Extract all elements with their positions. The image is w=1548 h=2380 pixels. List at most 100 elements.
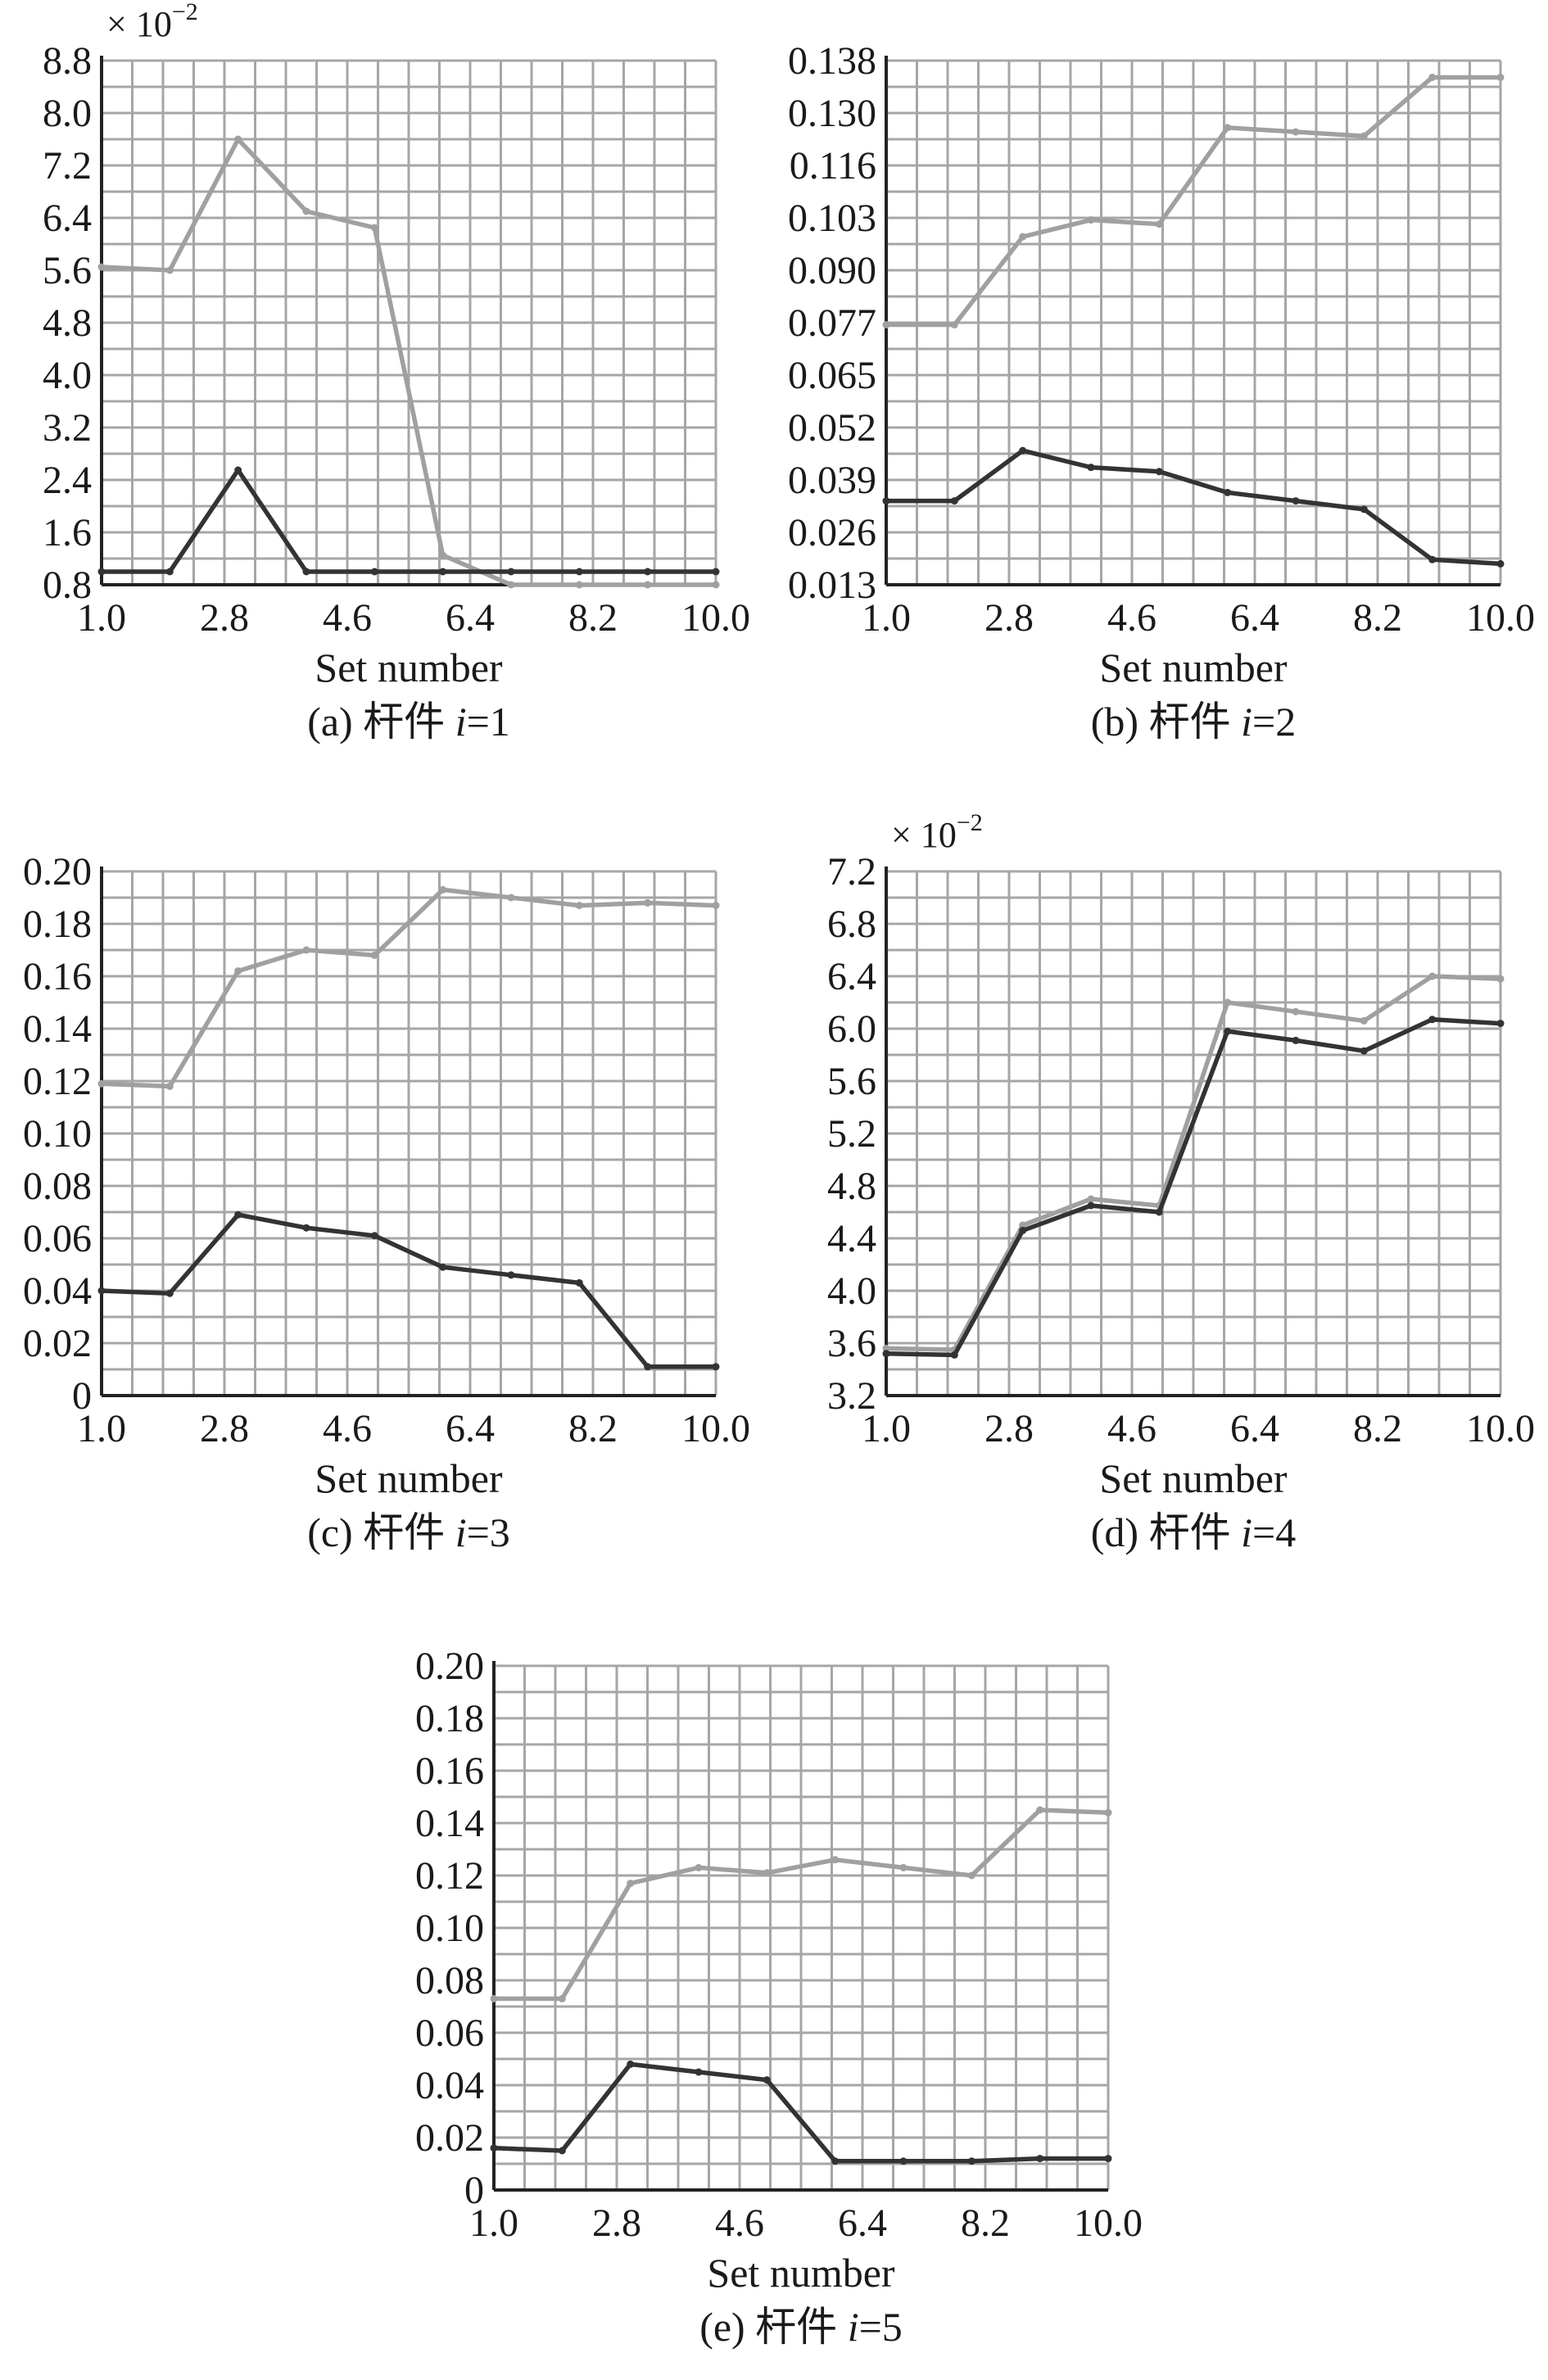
series-line-1 <box>884 75 1503 328</box>
data-point <box>882 321 890 329</box>
data-point <box>899 1863 908 1871</box>
x-tick-label: 1.0 <box>77 596 126 640</box>
x-tick-label: 1.0 <box>862 1407 911 1450</box>
data-point <box>1019 1221 1027 1229</box>
series-line-1 <box>491 1808 1111 2002</box>
data-point <box>1360 505 1368 514</box>
x-axis-label: Set number <box>315 1455 502 1501</box>
data-point <box>490 1994 498 2002</box>
data-point <box>1087 1195 1095 1203</box>
series-line-2 <box>99 1212 718 1369</box>
chart-panel-4: 3.2 3.6 4.0 4.4 4.8 5.2 5.6 6.0 6.4 6.8 7.2 1.0 2.8 4… <box>827 809 1535 1555</box>
data-point <box>763 2076 771 2084</box>
data-point <box>490 2144 498 2152</box>
y-tick-label: 0.04 <box>415 2064 484 2107</box>
y-tick-label: 0.138 <box>788 39 876 83</box>
y-axis-multiplier: × 10−2 <box>891 809 983 855</box>
x-tick-label: 2.8 <box>984 596 1034 640</box>
caption-suffix: =1 <box>467 699 510 744</box>
panel-caption: (a) 杆件 i=1 <box>307 699 510 744</box>
x-tick-label: 10.0 <box>1466 1407 1535 1450</box>
data-point <box>507 894 515 902</box>
data-point <box>507 1271 515 1279</box>
series-line-2 <box>884 448 1503 567</box>
data-point <box>439 568 447 576</box>
chart-panel-3: 0 0.02 0.04 0.06 0.08 0.10 0.12 0.14 0.16 0.18 0.2… <box>23 850 750 1555</box>
y-tick-label: 0.8 <box>43 563 92 607</box>
y-tick-label: 0.08 <box>23 1165 92 1208</box>
x-tick-label: 10.0 <box>1074 2201 1143 2245</box>
y-tick-label: 1.6 <box>43 511 92 554</box>
data-point <box>712 568 720 576</box>
data-point <box>1428 972 1437 980</box>
panel-caption: (e) 杆件 i=5 <box>699 2304 903 2350</box>
x-tick-label: 2.8 <box>592 2201 641 2245</box>
x-axis-label: Set number <box>1099 1455 1287 1501</box>
x-tick-label: 8.2 <box>1353 596 1402 640</box>
x-tick-label: 4.6 <box>1107 1407 1156 1450</box>
y-tick-label: 4.0 <box>43 354 92 397</box>
multiplier-exponent: −2 <box>172 0 198 25</box>
data-point <box>1087 216 1095 224</box>
data-point <box>1224 124 1232 132</box>
data-point <box>165 1289 174 1297</box>
data-point <box>1292 1036 1300 1044</box>
data-point <box>439 551 447 559</box>
data-point <box>1292 497 1300 505</box>
data-point <box>558 2147 566 2155</box>
y-tick-label: 4.0 <box>827 1269 876 1313</box>
data-point <box>1360 1016 1368 1025</box>
data-point <box>950 321 958 329</box>
x-tick-label: 10.0 <box>681 1407 750 1450</box>
x-tick-label: 1.0 <box>77 1407 126 1450</box>
data-point <box>1224 1027 1232 1035</box>
chart-panel-1: 0.8 1.6 2.4 3.2 4.0 4.8 5.6 6.4 7.2 8.0 8.8 1.0 2.8 4… <box>43 0 750 744</box>
y-tick-label: 0.12 <box>415 1854 484 1898</box>
caption-variable: i <box>1241 699 1252 744</box>
data-point <box>695 2068 703 2076</box>
data-point <box>507 568 515 576</box>
multiplier-exponent: −2 <box>957 809 983 836</box>
y-tick-label: 0.04 <box>23 1269 92 1313</box>
data-point <box>302 207 310 215</box>
y-tick-label: 0.052 <box>788 406 876 450</box>
data-point <box>882 497 890 505</box>
x-tick-label: 6.4 <box>446 1407 495 1450</box>
y-tick-label: 3.2 <box>43 406 92 450</box>
data-point <box>627 2060 635 2068</box>
data-point <box>97 263 106 271</box>
y-tick-label: 0.14 <box>415 1802 484 1845</box>
data-point <box>234 466 242 474</box>
x-axis-label: Set number <box>315 645 502 690</box>
y-axis-multiplier: × 10−2 <box>106 0 198 44</box>
caption-suffix: =4 <box>1252 1509 1296 1555</box>
x-tick-label: 4.6 <box>323 596 372 640</box>
y-tick-label: 0.06 <box>415 2011 484 2055</box>
data-point <box>575 902 583 910</box>
chart-panel-2: 0.013 0.026 0.039 0.052 0.065 0.077 0.090 0.103… <box>788 39 1535 744</box>
data-point <box>165 568 174 576</box>
caption-prefix: (a) 杆件 <box>307 699 455 744</box>
y-tick-label: 0.02 <box>415 2116 484 2160</box>
y-tick-label: 4.8 <box>43 301 92 345</box>
x-tick-label: 2.8 <box>200 1407 249 1450</box>
caption-variable: i <box>1241 1509 1252 1555</box>
data-point <box>1360 1047 1368 1055</box>
series-line-1 <box>99 887 718 1089</box>
x-tick-label: 6.4 <box>1230 596 1279 640</box>
series-line-1 <box>884 974 1503 1352</box>
y-tick-label: 0.090 <box>788 249 876 292</box>
data-point <box>1496 975 1505 983</box>
data-point <box>712 1363 720 1371</box>
data-point <box>1036 2155 1044 2163</box>
y-tick-label: 4.4 <box>827 1217 876 1260</box>
data-point <box>644 1363 652 1371</box>
x-tick-label: 4.6 <box>715 2201 764 2245</box>
data-point <box>165 1082 174 1090</box>
y-tick-label: 0.14 <box>23 1007 92 1051</box>
data-point <box>370 224 378 232</box>
data-point <box>882 1344 890 1352</box>
y-tick-label: 0.16 <box>23 955 92 998</box>
x-axis-label: Set number <box>1099 645 1287 690</box>
